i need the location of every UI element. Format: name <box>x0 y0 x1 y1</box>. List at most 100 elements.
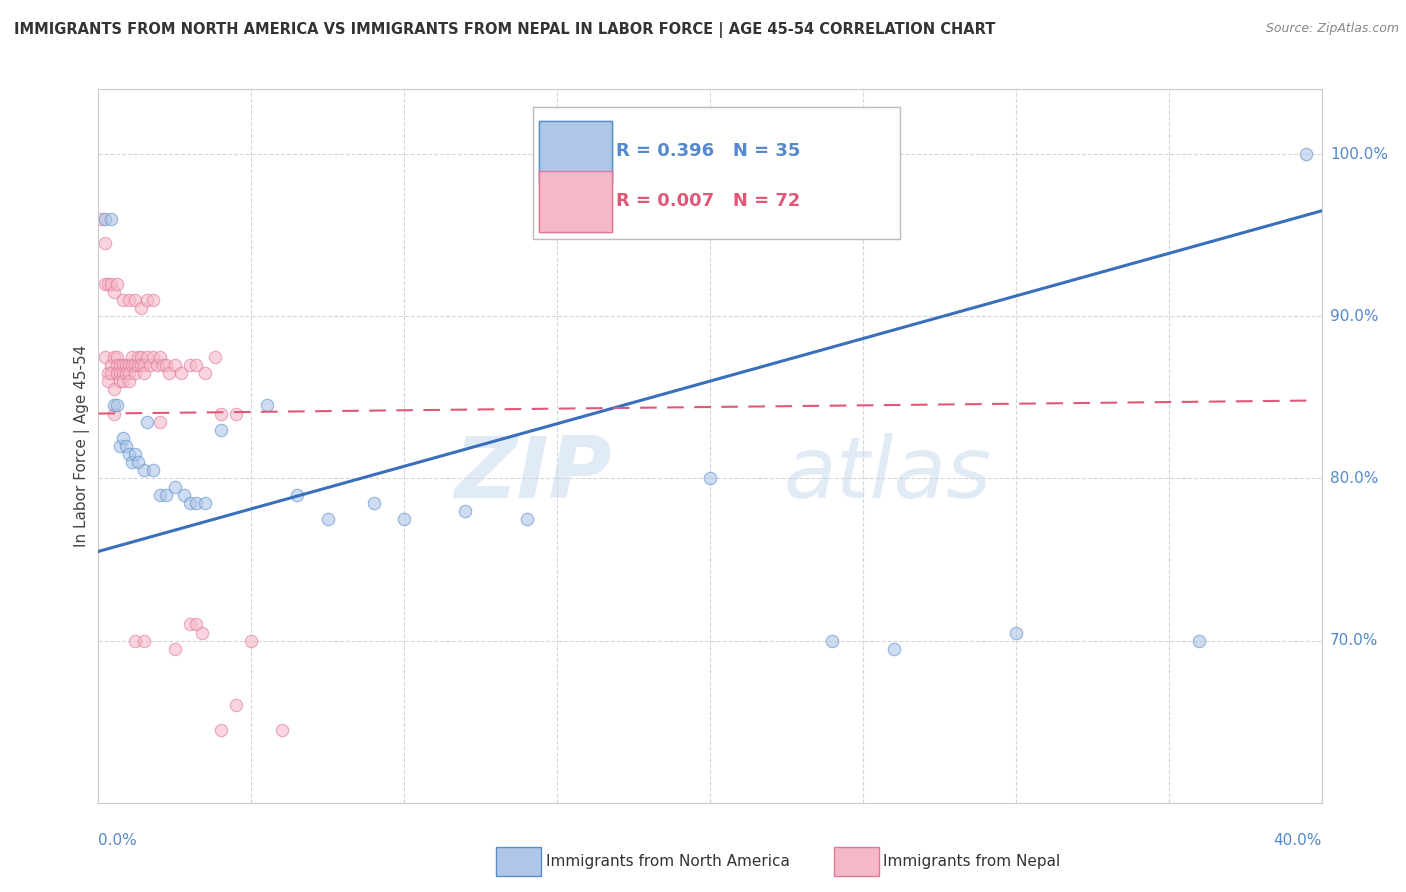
Point <box>111 293 134 307</box>
Point <box>108 366 131 380</box>
Point <box>363 496 385 510</box>
FancyBboxPatch shape <box>538 171 612 232</box>
Point <box>204 350 226 364</box>
Point <box>111 374 134 388</box>
Point <box>134 366 156 380</box>
Point <box>118 293 141 307</box>
Point <box>163 358 186 372</box>
Point <box>136 293 159 307</box>
Text: 40.0%: 40.0% <box>1274 833 1322 848</box>
Point <box>270 723 292 737</box>
Text: 80.0%: 80.0% <box>1330 471 1378 486</box>
Point <box>121 358 143 372</box>
Point <box>186 358 208 372</box>
Point <box>103 407 125 421</box>
Point <box>129 350 152 364</box>
Point <box>134 463 156 477</box>
FancyBboxPatch shape <box>538 121 612 182</box>
Point <box>225 698 247 713</box>
Point <box>136 415 159 429</box>
Point <box>134 358 156 372</box>
Point <box>142 463 165 477</box>
Point <box>454 504 477 518</box>
Point <box>142 350 165 364</box>
Point <box>179 617 201 632</box>
Point <box>111 431 134 445</box>
Point <box>170 366 193 380</box>
Point <box>115 358 138 372</box>
Point <box>93 236 115 251</box>
Point <box>103 382 125 396</box>
Text: 100.0%: 100.0% <box>1330 146 1388 161</box>
Point <box>316 512 339 526</box>
Point <box>127 455 149 469</box>
Point <box>699 471 721 485</box>
Point <box>155 358 177 372</box>
Point <box>93 350 115 364</box>
Point <box>97 366 120 380</box>
Point <box>209 723 232 737</box>
Point <box>883 641 905 656</box>
Point <box>121 350 143 364</box>
Point <box>152 358 174 372</box>
Point <box>108 439 131 453</box>
Point <box>129 301 152 315</box>
Point <box>105 399 128 413</box>
FancyBboxPatch shape <box>538 171 612 232</box>
Point <box>97 374 120 388</box>
Point <box>100 358 122 372</box>
Point <box>124 366 146 380</box>
Point <box>108 374 131 388</box>
Point <box>145 358 167 372</box>
Point <box>93 277 115 291</box>
Point <box>173 488 195 502</box>
Point <box>108 358 131 372</box>
Point <box>97 277 120 291</box>
Point <box>115 439 138 453</box>
Point <box>115 366 138 380</box>
Text: Source: ZipAtlas.com: Source: ZipAtlas.com <box>1265 22 1399 36</box>
Y-axis label: In Labor Force | Age 45-54: In Labor Force | Age 45-54 <box>75 345 90 547</box>
Point <box>163 479 186 493</box>
Point <box>111 358 134 372</box>
Point <box>103 285 125 299</box>
Point <box>124 447 146 461</box>
Point <box>209 423 232 437</box>
Text: 90.0%: 90.0% <box>1330 309 1378 324</box>
Point <box>142 293 165 307</box>
Point <box>111 366 134 380</box>
Point <box>127 358 149 372</box>
Text: Immigrants from North America: Immigrants from North America <box>546 855 789 869</box>
Point <box>100 211 122 226</box>
Point <box>225 407 247 421</box>
Point <box>124 358 146 372</box>
Point <box>105 350 128 364</box>
Point <box>124 293 146 307</box>
Point <box>194 496 217 510</box>
Point <box>118 366 141 380</box>
Text: R = 0.007   N = 72: R = 0.007 N = 72 <box>616 193 800 211</box>
Text: Immigrants from Nepal: Immigrants from Nepal <box>883 855 1060 869</box>
Text: ZIP: ZIP <box>454 433 612 516</box>
Point <box>240 633 263 648</box>
Point <box>149 488 172 502</box>
Text: 0.0%: 0.0% <box>98 833 138 848</box>
Point <box>285 488 308 502</box>
Point <box>105 277 128 291</box>
Point <box>179 358 201 372</box>
Text: 70.0%: 70.0% <box>1330 633 1378 648</box>
Text: IMMIGRANTS FROM NORTH AMERICA VS IMMIGRANTS FROM NEPAL IN LABOR FORCE | AGE 45-5: IMMIGRANTS FROM NORTH AMERICA VS IMMIGRA… <box>14 22 995 38</box>
Point <box>100 366 122 380</box>
Point <box>191 625 214 640</box>
Point <box>118 358 141 372</box>
Point <box>392 512 416 526</box>
Point <box>105 366 128 380</box>
Text: R = 0.396   N = 35: R = 0.396 N = 35 <box>616 143 800 161</box>
Point <box>163 641 186 656</box>
Point <box>134 633 156 648</box>
Point <box>157 366 180 380</box>
FancyBboxPatch shape <box>533 107 900 239</box>
Point <box>149 350 172 364</box>
Point <box>209 407 232 421</box>
Point <box>118 447 141 461</box>
